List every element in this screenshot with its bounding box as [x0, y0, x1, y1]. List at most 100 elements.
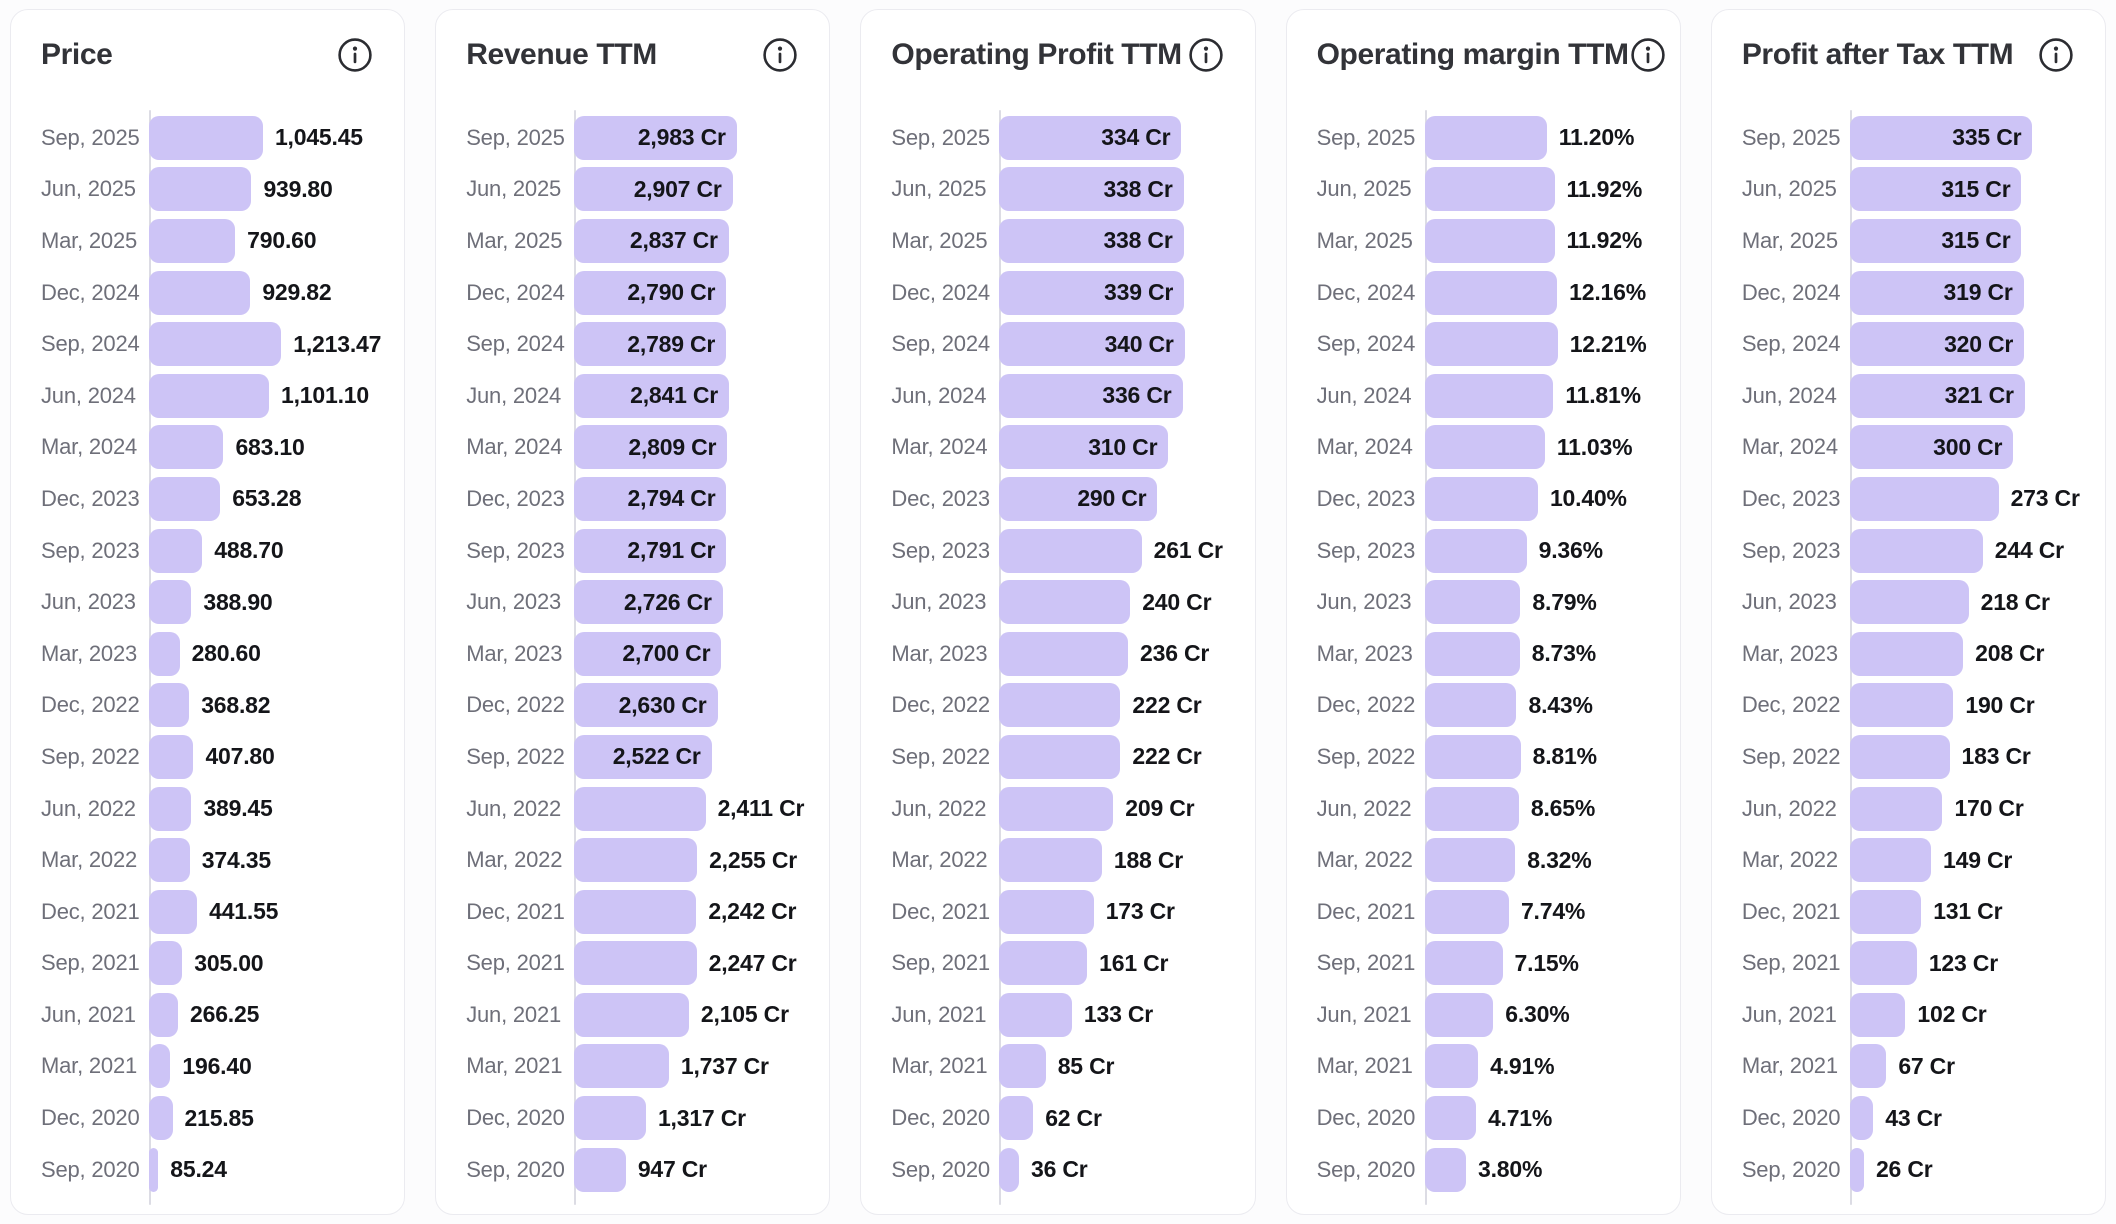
- value-bar[interactable]: 2,726 Cr: [574, 580, 723, 625]
- value-bar[interactable]: [149, 115, 263, 160]
- value-bar[interactable]: [149, 734, 194, 779]
- value-bar[interactable]: 319 Cr: [1849, 270, 2024, 315]
- value-bar[interactable]: [999, 1147, 1020, 1192]
- value-bar[interactable]: 334 Cr: [999, 115, 1182, 160]
- value-bar[interactable]: [1424, 270, 1558, 315]
- value-bar[interactable]: [149, 1147, 159, 1192]
- value-bar[interactable]: 2,630 Cr: [574, 683, 718, 728]
- value-bar[interactable]: [574, 1147, 626, 1192]
- value-bar[interactable]: [1424, 115, 1547, 160]
- value-bar[interactable]: [999, 1044, 1046, 1089]
- value-bar[interactable]: [1424, 167, 1555, 212]
- value-bar[interactable]: [1424, 683, 1517, 728]
- value-bar[interactable]: [1849, 631, 1964, 676]
- value-bar[interactable]: 315 Cr: [1849, 218, 2022, 263]
- value-bar[interactable]: [1424, 1044, 1479, 1089]
- value-bar[interactable]: [999, 941, 1088, 986]
- value-bar[interactable]: [149, 322, 282, 367]
- value-bar[interactable]: [574, 1044, 669, 1089]
- value-bar[interactable]: [149, 992, 179, 1037]
- value-bar[interactable]: 2,522 Cr: [574, 734, 712, 779]
- value-bar[interactable]: [149, 683, 190, 728]
- value-bar[interactable]: 2,841 Cr: [574, 373, 730, 418]
- value-bar[interactable]: [999, 683, 1121, 728]
- value-bar[interactable]: [999, 528, 1142, 573]
- value-bar[interactable]: 321 Cr: [1849, 373, 2025, 418]
- value-bar[interactable]: [1849, 1044, 1887, 1089]
- value-bar[interactable]: [149, 218, 236, 263]
- value-bar[interactable]: [999, 889, 1094, 934]
- value-bar[interactable]: [1424, 373, 1554, 418]
- value-bar[interactable]: [149, 889, 198, 934]
- value-bar[interactable]: [149, 838, 190, 883]
- value-bar[interactable]: [574, 941, 697, 986]
- value-bar[interactable]: [999, 1096, 1034, 1141]
- value-bar[interactable]: [1849, 889, 1922, 934]
- value-bar[interactable]: 335 Cr: [1849, 115, 2033, 160]
- value-bar[interactable]: [999, 580, 1131, 625]
- value-bar[interactable]: 2,907 Cr: [574, 167, 733, 212]
- value-bar[interactable]: [149, 373, 270, 418]
- value-bar[interactable]: [1424, 889, 1509, 934]
- value-bar[interactable]: [149, 425, 224, 470]
- value-bar[interactable]: [1424, 1096, 1476, 1141]
- value-bar[interactable]: 290 Cr: [999, 476, 1158, 521]
- value-bar[interactable]: [574, 838, 698, 883]
- value-bar[interactable]: [1849, 734, 1950, 779]
- value-bar[interactable]: [149, 1044, 171, 1089]
- value-bar[interactable]: [149, 167, 252, 212]
- value-bar[interactable]: [149, 1096, 173, 1141]
- value-bar[interactable]: [149, 941, 183, 986]
- value-bar[interactable]: [1849, 476, 1999, 521]
- value-bar[interactable]: 300 Cr: [1849, 425, 2014, 470]
- value-bar[interactable]: 2,700 Cr: [574, 631, 722, 676]
- value-bar[interactable]: [149, 580, 192, 625]
- value-bar[interactable]: 2,983 Cr: [574, 115, 737, 160]
- value-bar[interactable]: 336 Cr: [999, 373, 1183, 418]
- value-bar[interactable]: 2,837 Cr: [574, 218, 729, 263]
- value-bar[interactable]: [1849, 1147, 1864, 1192]
- value-bar[interactable]: [149, 476, 221, 521]
- value-bar[interactable]: [574, 786, 706, 831]
- value-bar[interactable]: [999, 631, 1129, 676]
- value-bar[interactable]: [149, 786, 192, 831]
- value-bar[interactable]: [999, 838, 1102, 883]
- value-bar[interactable]: [1424, 992, 1494, 1037]
- value-bar[interactable]: [1849, 683, 1954, 728]
- value-bar[interactable]: 2,794 Cr: [574, 476, 727, 521]
- value-bar[interactable]: [1424, 1147, 1467, 1192]
- value-bar[interactable]: 340 Cr: [999, 322, 1185, 367]
- value-bar[interactable]: [1849, 1096, 1874, 1141]
- value-bar[interactable]: [1849, 580, 1969, 625]
- info-icon[interactable]: [336, 36, 374, 74]
- value-bar[interactable]: 2,791 Cr: [574, 528, 727, 573]
- value-bar[interactable]: 338 Cr: [999, 167, 1184, 212]
- value-bar[interactable]: [1849, 786, 1943, 831]
- value-bar[interactable]: 339 Cr: [999, 270, 1185, 315]
- value-bar[interactable]: 315 Cr: [1849, 167, 2022, 212]
- value-bar[interactable]: [1849, 941, 1917, 986]
- value-bar[interactable]: [1424, 528, 1527, 573]
- value-bar[interactable]: [999, 786, 1114, 831]
- value-bar[interactable]: 338 Cr: [999, 218, 1184, 263]
- value-bar[interactable]: [149, 631, 180, 676]
- value-bar[interactable]: [1849, 528, 1983, 573]
- value-bar[interactable]: 2,790 Cr: [574, 270, 727, 315]
- value-bar[interactable]: [1424, 322, 1558, 367]
- value-bar[interactable]: [1424, 734, 1521, 779]
- value-bar[interactable]: [1424, 631, 1520, 676]
- value-bar[interactable]: 320 Cr: [1849, 322, 2025, 367]
- value-bar[interactable]: 310 Cr: [999, 425, 1169, 470]
- value-bar[interactable]: [999, 992, 1072, 1037]
- value-bar[interactable]: [574, 1096, 646, 1141]
- info-icon[interactable]: [1629, 36, 1667, 74]
- value-bar[interactable]: [1424, 425, 1545, 470]
- value-bar[interactable]: [574, 889, 697, 934]
- value-bar[interactable]: [1424, 218, 1555, 263]
- value-bar[interactable]: 2,789 Cr: [574, 322, 727, 367]
- value-bar[interactable]: [1424, 580, 1521, 625]
- value-bar[interactable]: [1424, 838, 1516, 883]
- value-bar[interactable]: [574, 992, 689, 1037]
- info-icon[interactable]: [761, 36, 799, 74]
- info-icon[interactable]: [2037, 36, 2075, 74]
